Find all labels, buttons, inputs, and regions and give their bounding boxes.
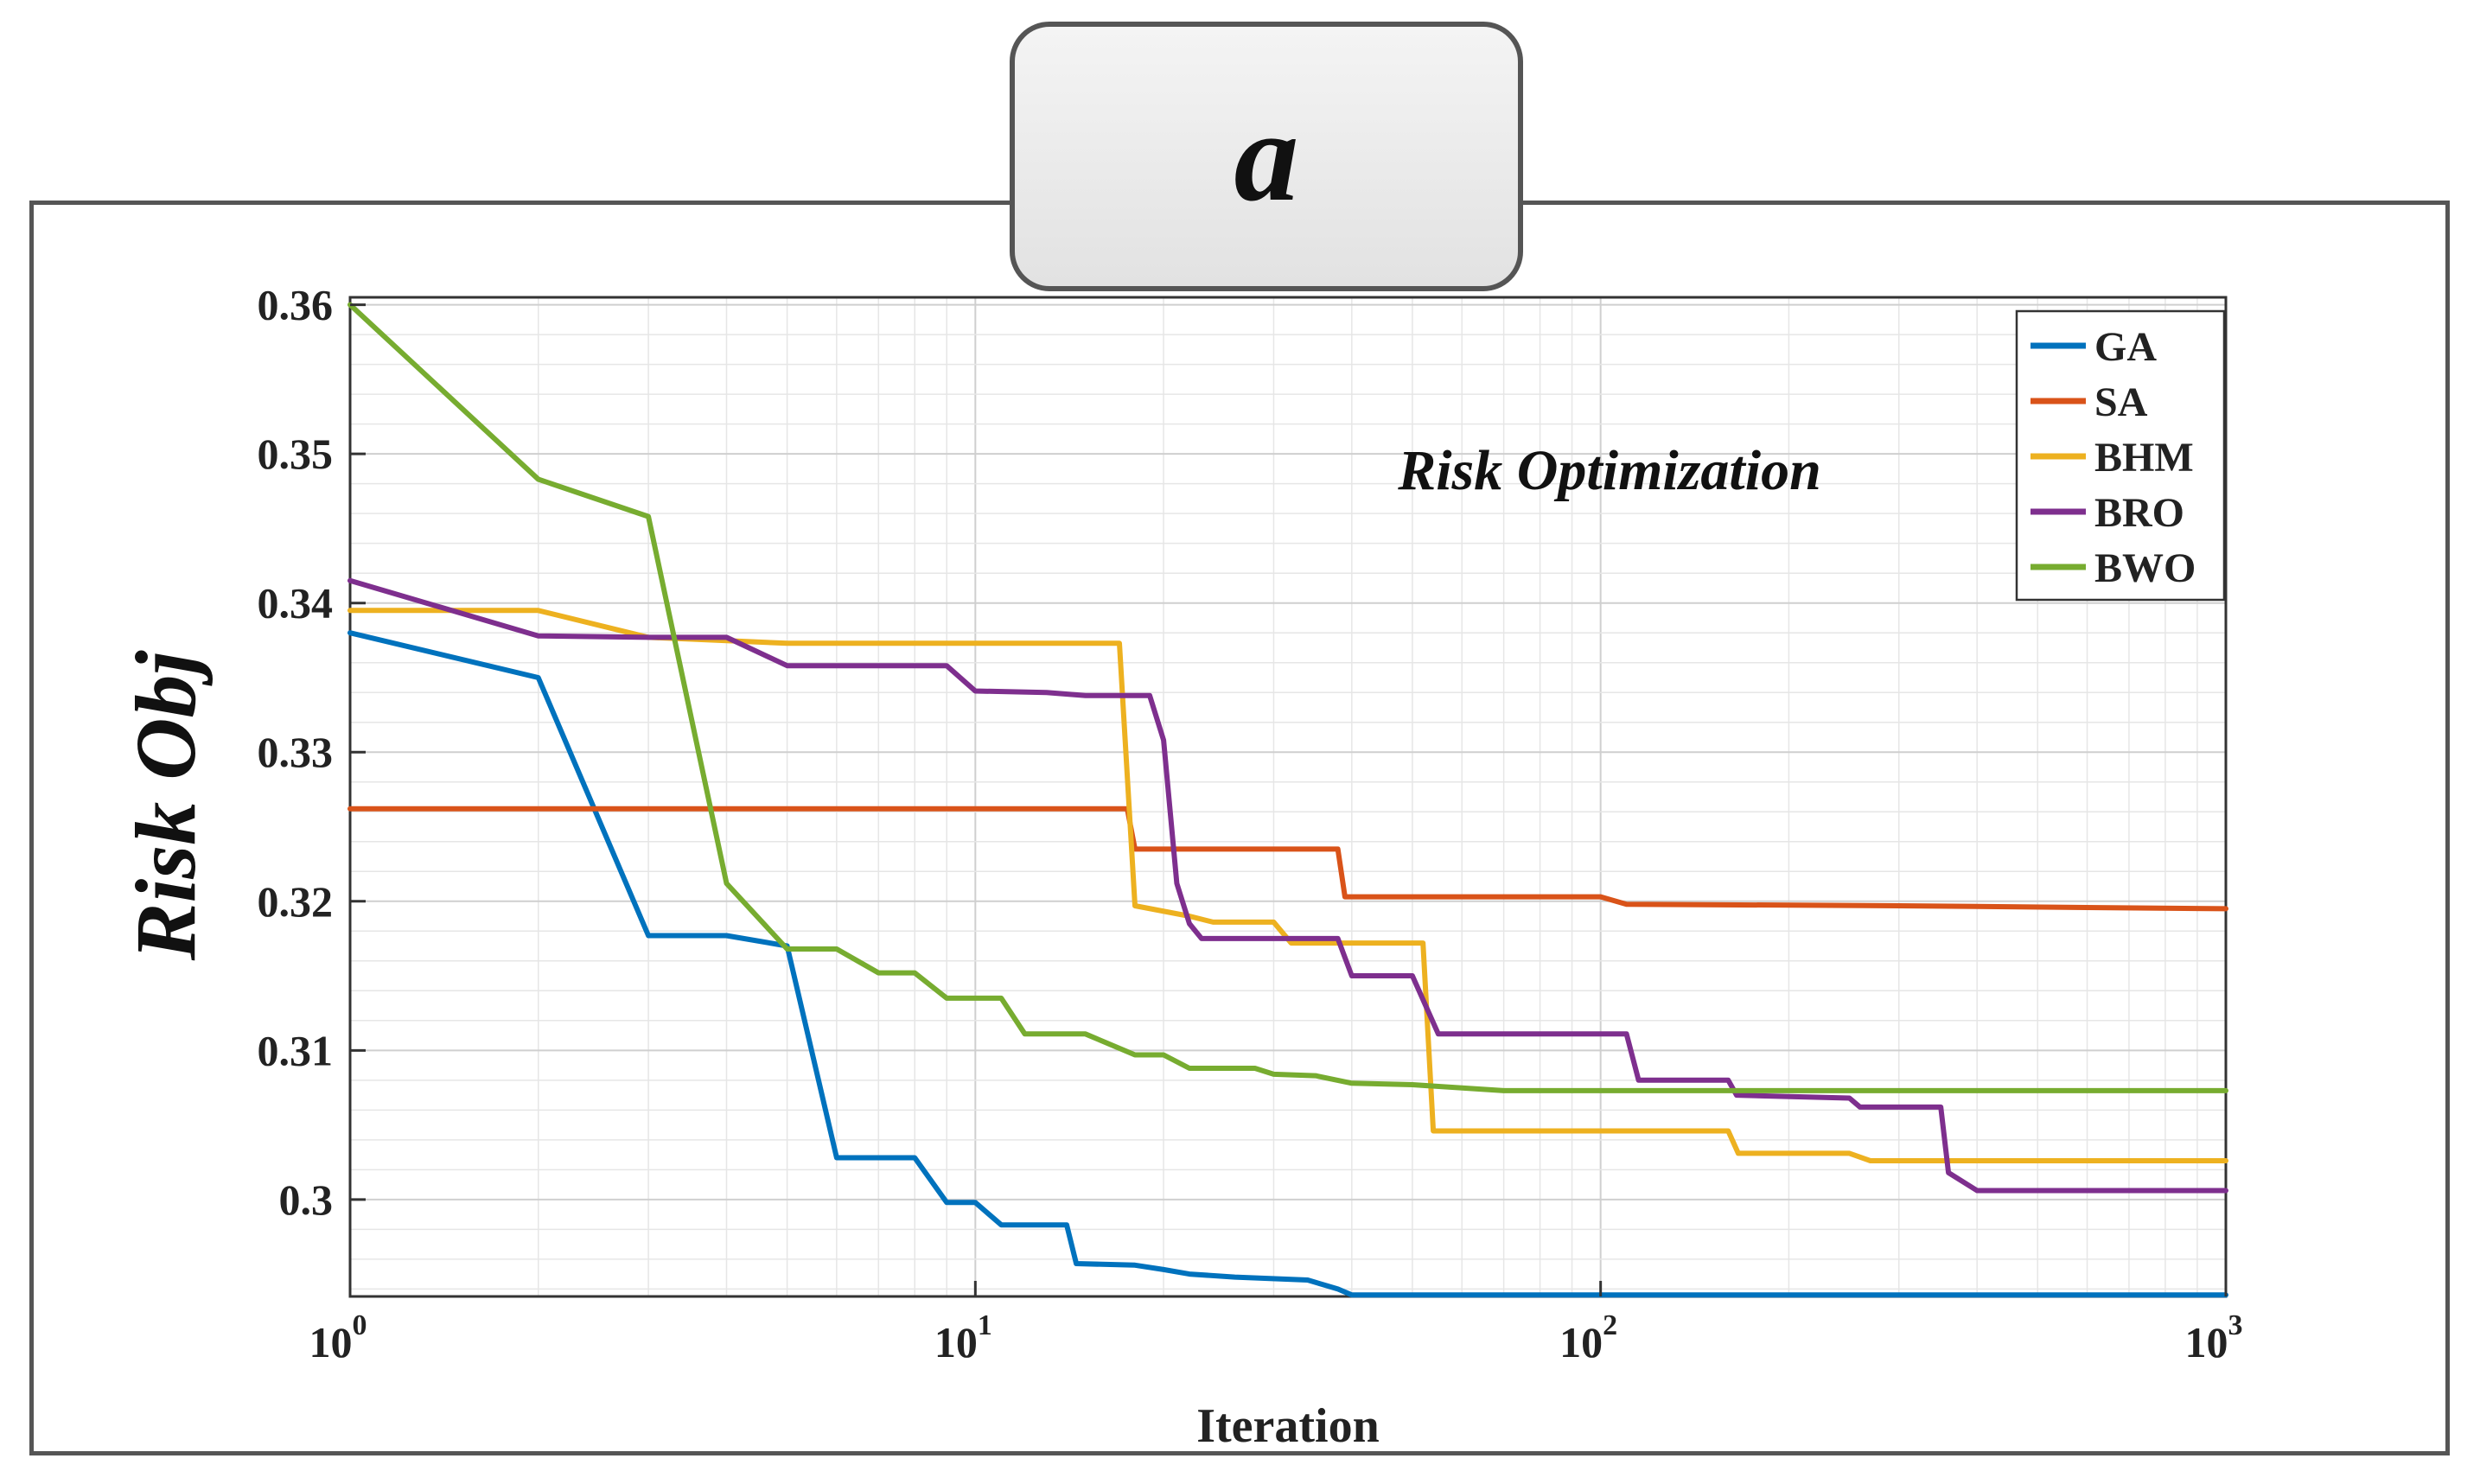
x-tick-label: 100 <box>309 1309 367 1366</box>
y-tick-label: 0.31 <box>258 1026 334 1074</box>
y-tick-label: 0.34 <box>258 579 334 627</box>
series-line-bro <box>347 577 2228 1194</box>
legend-label-bwo: BWO <box>2094 545 2196 591</box>
legend-label-sa: SA <box>2094 379 2148 425</box>
y-axis-label: Risk Obj <box>118 650 214 962</box>
legend-label-bhm: BHM <box>2094 435 2194 481</box>
x-axis-ticks: 100 101 102 103 <box>309 1281 2243 1366</box>
panel-label-box: a <box>1010 22 1523 291</box>
y-tick-label: 0.35 <box>258 430 334 478</box>
y-axis-ticks: 0.3 0.31 0.32 0.33 0.34 0.35 0.36 <box>258 281 366 1224</box>
series-layer <box>347 302 2228 1298</box>
plot-area <box>348 296 2228 1298</box>
y-tick-label: 0.36 <box>258 281 334 329</box>
x-tick-label: 102 <box>1559 1309 1617 1366</box>
series-line-bwo <box>347 302 2228 1093</box>
chart-title: Risk Optimization <box>1397 439 1821 502</box>
x-axis-label: Iteration <box>1196 1399 1380 1453</box>
x-tick-label: 101 <box>934 1309 992 1366</box>
y-tick-label: 0.32 <box>258 877 334 926</box>
legend: GA SA BHM BRO BWO <box>2015 309 2226 602</box>
y-tick-label: 0.3 <box>279 1175 334 1224</box>
legend-label-bro: BRO <box>2094 490 2184 536</box>
legend-label-ga: GA <box>2094 324 2157 370</box>
series-line-ga <box>347 630 2228 1298</box>
panel-label: a <box>1234 85 1299 228</box>
x-tick-label: 103 <box>2185 1309 2243 1366</box>
y-tick-label: 0.33 <box>258 728 334 776</box>
